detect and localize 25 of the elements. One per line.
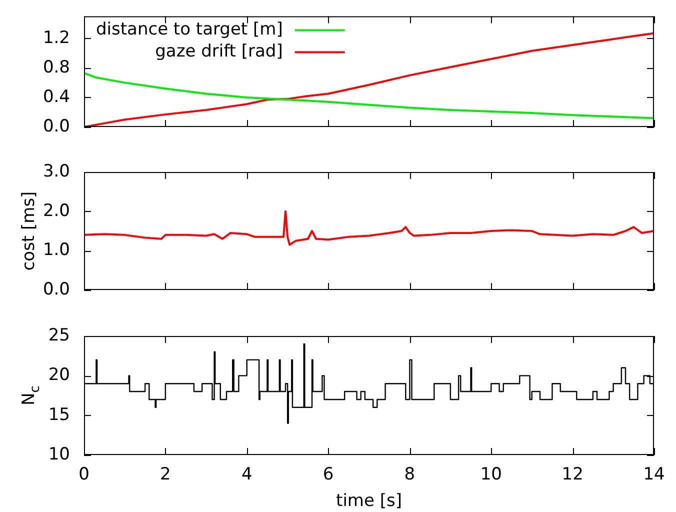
y-tick-label: 0.4	[42, 86, 70, 107]
y-tick-label: 20	[48, 365, 70, 386]
x-tick-label: 8	[404, 464, 416, 485]
y-tick-label: 0.0	[42, 116, 70, 136]
x-tick-label: 6	[322, 464, 334, 485]
y-tick-label: 25	[48, 325, 70, 346]
y-tick-label: 1.2	[42, 28, 70, 48]
y-axis-title: Nc	[19, 386, 43, 406]
x-tick-label: 12	[562, 464, 584, 485]
legend-label: distance to target [m]	[96, 20, 283, 40]
y-tick-label: 2.0	[42, 200, 70, 221]
x-tick-label: 14	[643, 464, 665, 485]
x-tick-label: 0	[78, 464, 90, 485]
y-tick-label: 0.0	[42, 279, 70, 300]
y-tick-label: 3.0	[42, 161, 70, 182]
y-tick-label: 15	[48, 404, 70, 425]
y-tick-label: 0.8	[42, 57, 70, 78]
x-axis-title: time [s]	[336, 491, 402, 512]
y-axis-title: cost [ms]	[19, 191, 39, 271]
x-tick-label: 10	[480, 464, 502, 485]
y-tick-label: 1.0	[42, 240, 70, 260]
x-tick-label: 2	[160, 464, 171, 485]
y-tick-label: 10	[48, 444, 70, 464]
legend-label: gaze drift [rad]	[155, 42, 283, 62]
x-tick-label: 4	[241, 464, 252, 485]
